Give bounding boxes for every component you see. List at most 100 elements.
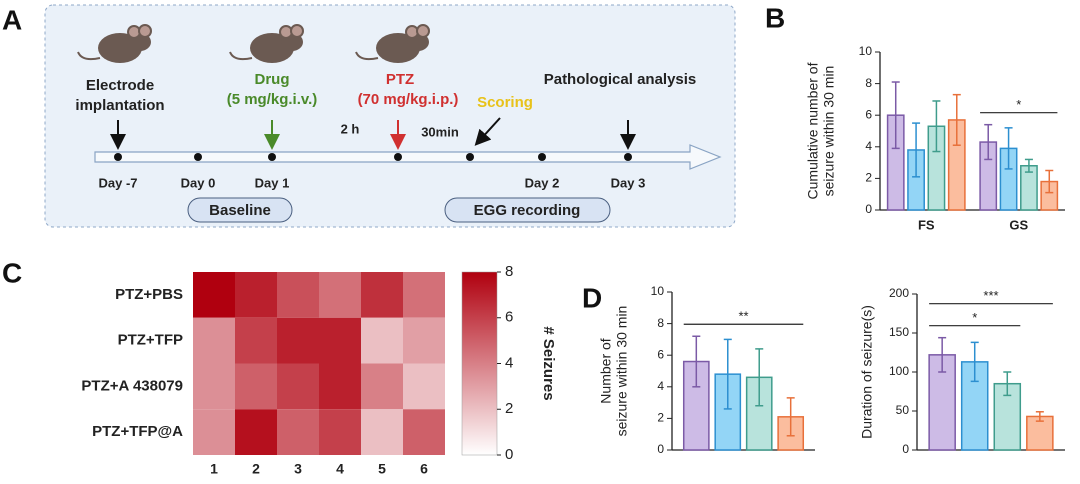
step-label: Scoring (477, 94, 533, 111)
mouse-ear (138, 24, 152, 38)
column-label: 6 (420, 461, 428, 477)
heat-cell (319, 409, 361, 455)
colorbar-tick-label: 0 (505, 446, 513, 463)
heat-cell (277, 317, 319, 364)
heat-cell (403, 409, 445, 455)
colorbar-tick-label: 6 (505, 309, 513, 326)
colorbar-tick-label: 4 (505, 354, 513, 371)
error-bar (755, 348, 764, 407)
heat-cell (361, 409, 403, 455)
y-tick-label: 6 (657, 347, 664, 361)
day-label: Day -7 (98, 175, 137, 190)
row-label: PTZ+PBS (115, 286, 183, 303)
panel-label: D (582, 282, 602, 313)
column-label: 4 (336, 461, 344, 477)
y-tick-label: 2 (865, 171, 872, 185)
heat-cell (235, 409, 277, 455)
y-tick-label: 0 (865, 202, 872, 216)
mouse-icons (77, 24, 430, 63)
x-tick-label: FS (918, 217, 935, 232)
error-bar (1024, 158, 1033, 173)
y-tick-label: 100 (889, 364, 909, 378)
error-bar (984, 123, 993, 161)
heat-cell (361, 317, 403, 364)
column-label: 5 (378, 461, 386, 477)
day-label: Day 2 (525, 175, 560, 190)
y-tick-label: 150 (889, 325, 909, 339)
y-tick-label: 8 (865, 76, 872, 90)
step-label: Drug (255, 71, 290, 88)
x-tick-label: GS (1009, 217, 1028, 232)
panel-label: A (2, 4, 22, 35)
heat-cell (277, 409, 319, 455)
error-bar (952, 93, 961, 146)
heat-cell (193, 409, 235, 455)
y-tick-label: 2 (657, 411, 664, 425)
error-bar (692, 335, 701, 388)
error-bar (1004, 127, 1013, 170)
y-tick-label: 0 (657, 442, 664, 456)
heat-cell (403, 363, 445, 410)
heat-cell (193, 317, 235, 364)
error-bar (786, 397, 795, 437)
column-label: 2 (252, 461, 260, 477)
heat-cell (235, 272, 277, 318)
heat-cell (235, 363, 277, 410)
heat-cell (361, 363, 403, 410)
significance-label: * (1016, 97, 1021, 112)
mouse-tail (77, 51, 101, 61)
error-bar (1045, 169, 1054, 194)
error-bar (1003, 371, 1012, 397)
y-tick-label: 200 (889, 286, 909, 300)
error-bar (970, 341, 979, 383)
colorbar-label: # Seizures (540, 326, 557, 400)
colorbar-tick-label: 2 (505, 400, 513, 417)
step-label: Pathological analysis (544, 71, 697, 88)
timeline-dots (114, 153, 632, 161)
y-tick-label: 4 (865, 139, 872, 153)
column-label: 1 (210, 461, 218, 477)
error-bar (938, 336, 947, 373)
row-label: PTZ+TFP (118, 332, 183, 349)
y-tick-label: 8 (657, 316, 664, 330)
pill-label: Baseline (209, 202, 271, 219)
heat-cell (403, 317, 445, 364)
error-bar (1035, 411, 1044, 422)
heat-cell (193, 272, 235, 318)
significance-label: *** (983, 288, 998, 303)
panel-a-box (44, 4, 736, 228)
y-axis-label: Cumulative number of (805, 62, 821, 199)
y-axis-label: Number of (598, 338, 614, 403)
day-label: Day 0 (181, 175, 216, 190)
significance-label: * (972, 310, 977, 325)
row-label: PTZ+A 438079 (81, 377, 183, 394)
significance-label: ** (738, 309, 748, 324)
step-label: (5 mg/kg.i.v.) (227, 91, 318, 108)
column-label: 3 (294, 461, 302, 477)
row-label: PTZ+TFP@A (92, 423, 183, 440)
day-label: Day 1 (255, 175, 290, 190)
panel-label: B (765, 2, 785, 33)
baseline-pill (187, 197, 293, 223)
step-label: PTZ (386, 71, 414, 88)
interval-label: 30min (421, 124, 459, 139)
y-tick-label: 4 (657, 379, 664, 393)
mouse-tail (229, 51, 253, 61)
day-label: Day 3 (611, 175, 646, 190)
y-tick-label: 6 (865, 107, 872, 121)
pill-label: EGG recording (474, 202, 581, 219)
y-tick-label: 10 (859, 44, 873, 58)
heat-cell (235, 317, 277, 364)
error-bar (891, 81, 900, 150)
colorbar (461, 271, 498, 456)
mouse-ear (290, 24, 304, 38)
mouse-ear (416, 24, 430, 38)
step-label: implantation (75, 97, 164, 114)
recording-pill (444, 197, 611, 223)
y-axis-label: Duration of seizure(s) (859, 305, 875, 439)
y-axis-label: seizure within 30 min (821, 66, 837, 197)
y-axis-label: seizure within 30 min (614, 306, 630, 437)
mouse-tail (355, 51, 379, 61)
step-label: Electrode (86, 77, 154, 94)
